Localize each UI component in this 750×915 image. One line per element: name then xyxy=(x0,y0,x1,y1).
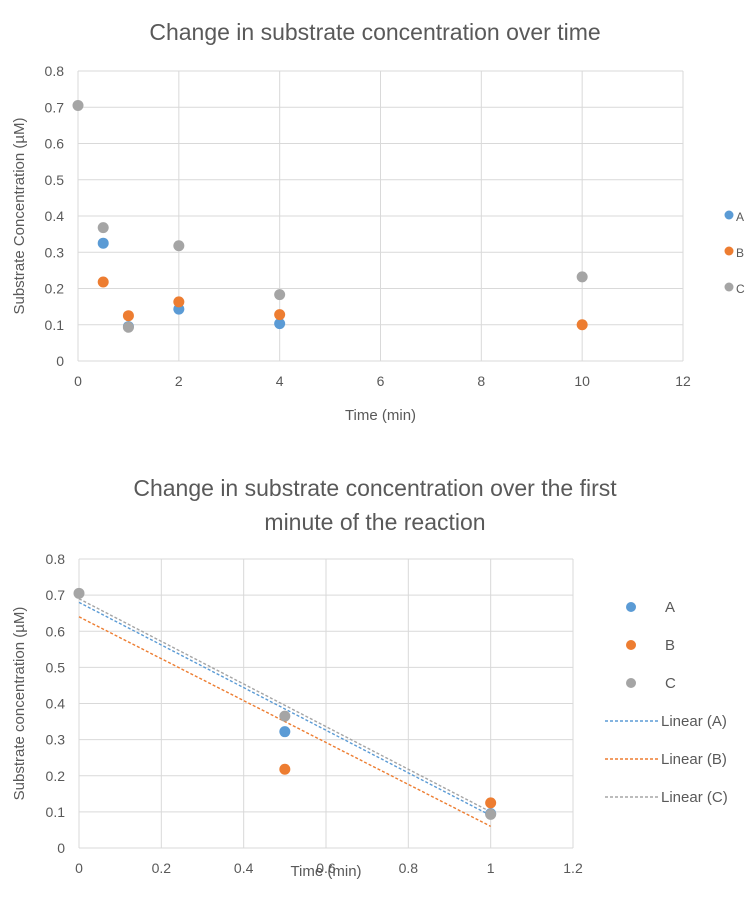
data-point-a xyxy=(97,237,109,249)
data-point-a xyxy=(279,726,291,738)
y-axis-label: Substrate concentration (µM) xyxy=(11,607,28,801)
legend-marker-c xyxy=(724,282,734,292)
legend-label-a: A xyxy=(665,599,675,616)
data-point-c xyxy=(173,240,185,252)
data-point-b xyxy=(279,763,291,775)
legend-label-b: B xyxy=(736,246,744,260)
x-tick-label: 1 xyxy=(487,860,495,876)
data-point-b xyxy=(122,310,134,322)
y-axis-label: Substrate Concentration (µM) xyxy=(11,117,28,314)
data-point-b xyxy=(173,296,185,308)
legend-label-b: B xyxy=(665,637,675,654)
x-tick-label: 0.4 xyxy=(234,860,254,876)
y-tick-label: 0 xyxy=(56,353,64,369)
y-tick-label: 0.8 xyxy=(46,551,66,567)
y-tick-label: 0.5 xyxy=(45,172,65,188)
y-tick-label: 0.4 xyxy=(45,208,65,224)
legend-label-a: A xyxy=(736,210,744,224)
legend-trendline-b-label: Linear (B) xyxy=(661,751,727,768)
y-tick-label: 0.1 xyxy=(46,804,66,820)
y-tick-label: 0.3 xyxy=(45,244,65,260)
y-tick-label: 0.1 xyxy=(45,317,65,333)
data-point-c xyxy=(72,99,84,111)
y-tick-label: 0.2 xyxy=(46,768,66,784)
y-tick-label: 0.8 xyxy=(45,63,65,79)
x-tick-label: 10 xyxy=(574,373,590,389)
legend-marker-a xyxy=(626,602,636,612)
x-tick-label: 12 xyxy=(675,373,691,389)
y-tick-label: 0.6 xyxy=(46,623,66,639)
data-point-c xyxy=(485,808,497,820)
data-point-b xyxy=(274,309,286,321)
data-point-c xyxy=(97,222,109,234)
data-point-c xyxy=(279,710,291,722)
data-point-c xyxy=(122,321,134,333)
x-axis-label: Time (min) xyxy=(345,407,416,424)
y-tick-label: 0.7 xyxy=(46,587,66,603)
chart-title: minute of the reaction xyxy=(264,509,485,535)
x-tick-label: 0.6 xyxy=(316,860,336,876)
legend-trendline-c-label: Linear (C) xyxy=(661,789,728,806)
data-point-c xyxy=(576,271,588,283)
x-tick-label: 0.2 xyxy=(152,860,172,876)
y-tick-label: 0.4 xyxy=(46,696,66,712)
data-point-a xyxy=(274,318,286,330)
x-tick-label: 4 xyxy=(276,373,284,389)
y-tick-label: 0.2 xyxy=(45,281,65,297)
chart-title: Change in substrate concentration over t… xyxy=(149,19,600,45)
x-tick-label: 2 xyxy=(175,373,183,389)
y-tick-label: 0.6 xyxy=(45,136,65,152)
data-point-b xyxy=(485,797,497,809)
x-tick-label: 8 xyxy=(477,373,485,389)
chart-title: Change in substrate concentration over t… xyxy=(133,475,617,501)
y-tick-label: 0.7 xyxy=(45,99,65,115)
trendline-linear-a xyxy=(78,601,491,817)
trendline-linear-c xyxy=(78,598,491,813)
legend-marker-c xyxy=(626,678,636,688)
data-point-b xyxy=(97,276,109,288)
data-point-b xyxy=(576,319,588,331)
legend-marker-b xyxy=(724,246,734,256)
x-tick-label: 6 xyxy=(377,373,385,389)
chart-1: Change in substrate concentration over t… xyxy=(11,19,745,424)
x-tick-label: 0 xyxy=(74,373,82,389)
y-tick-label: 0.5 xyxy=(46,659,66,675)
legend-label-c: C xyxy=(736,282,745,296)
legend-trendline-a-label: Linear (A) xyxy=(661,713,727,730)
data-point-c xyxy=(73,587,85,599)
y-tick-label: 0.3 xyxy=(46,732,66,748)
y-tick-label: 0 xyxy=(57,840,65,856)
chart-2: Change in substrate concentration over t… xyxy=(11,475,728,880)
legend-marker-a xyxy=(724,210,734,220)
x-tick-label: 1.2 xyxy=(563,860,583,876)
x-tick-label: 0 xyxy=(75,860,83,876)
x-tick-label: 0.8 xyxy=(399,860,419,876)
legend-marker-b xyxy=(626,640,636,650)
x-axis-label: Time (min) xyxy=(290,863,361,880)
data-point-c xyxy=(274,289,286,301)
legend-label-c: C xyxy=(665,675,676,692)
